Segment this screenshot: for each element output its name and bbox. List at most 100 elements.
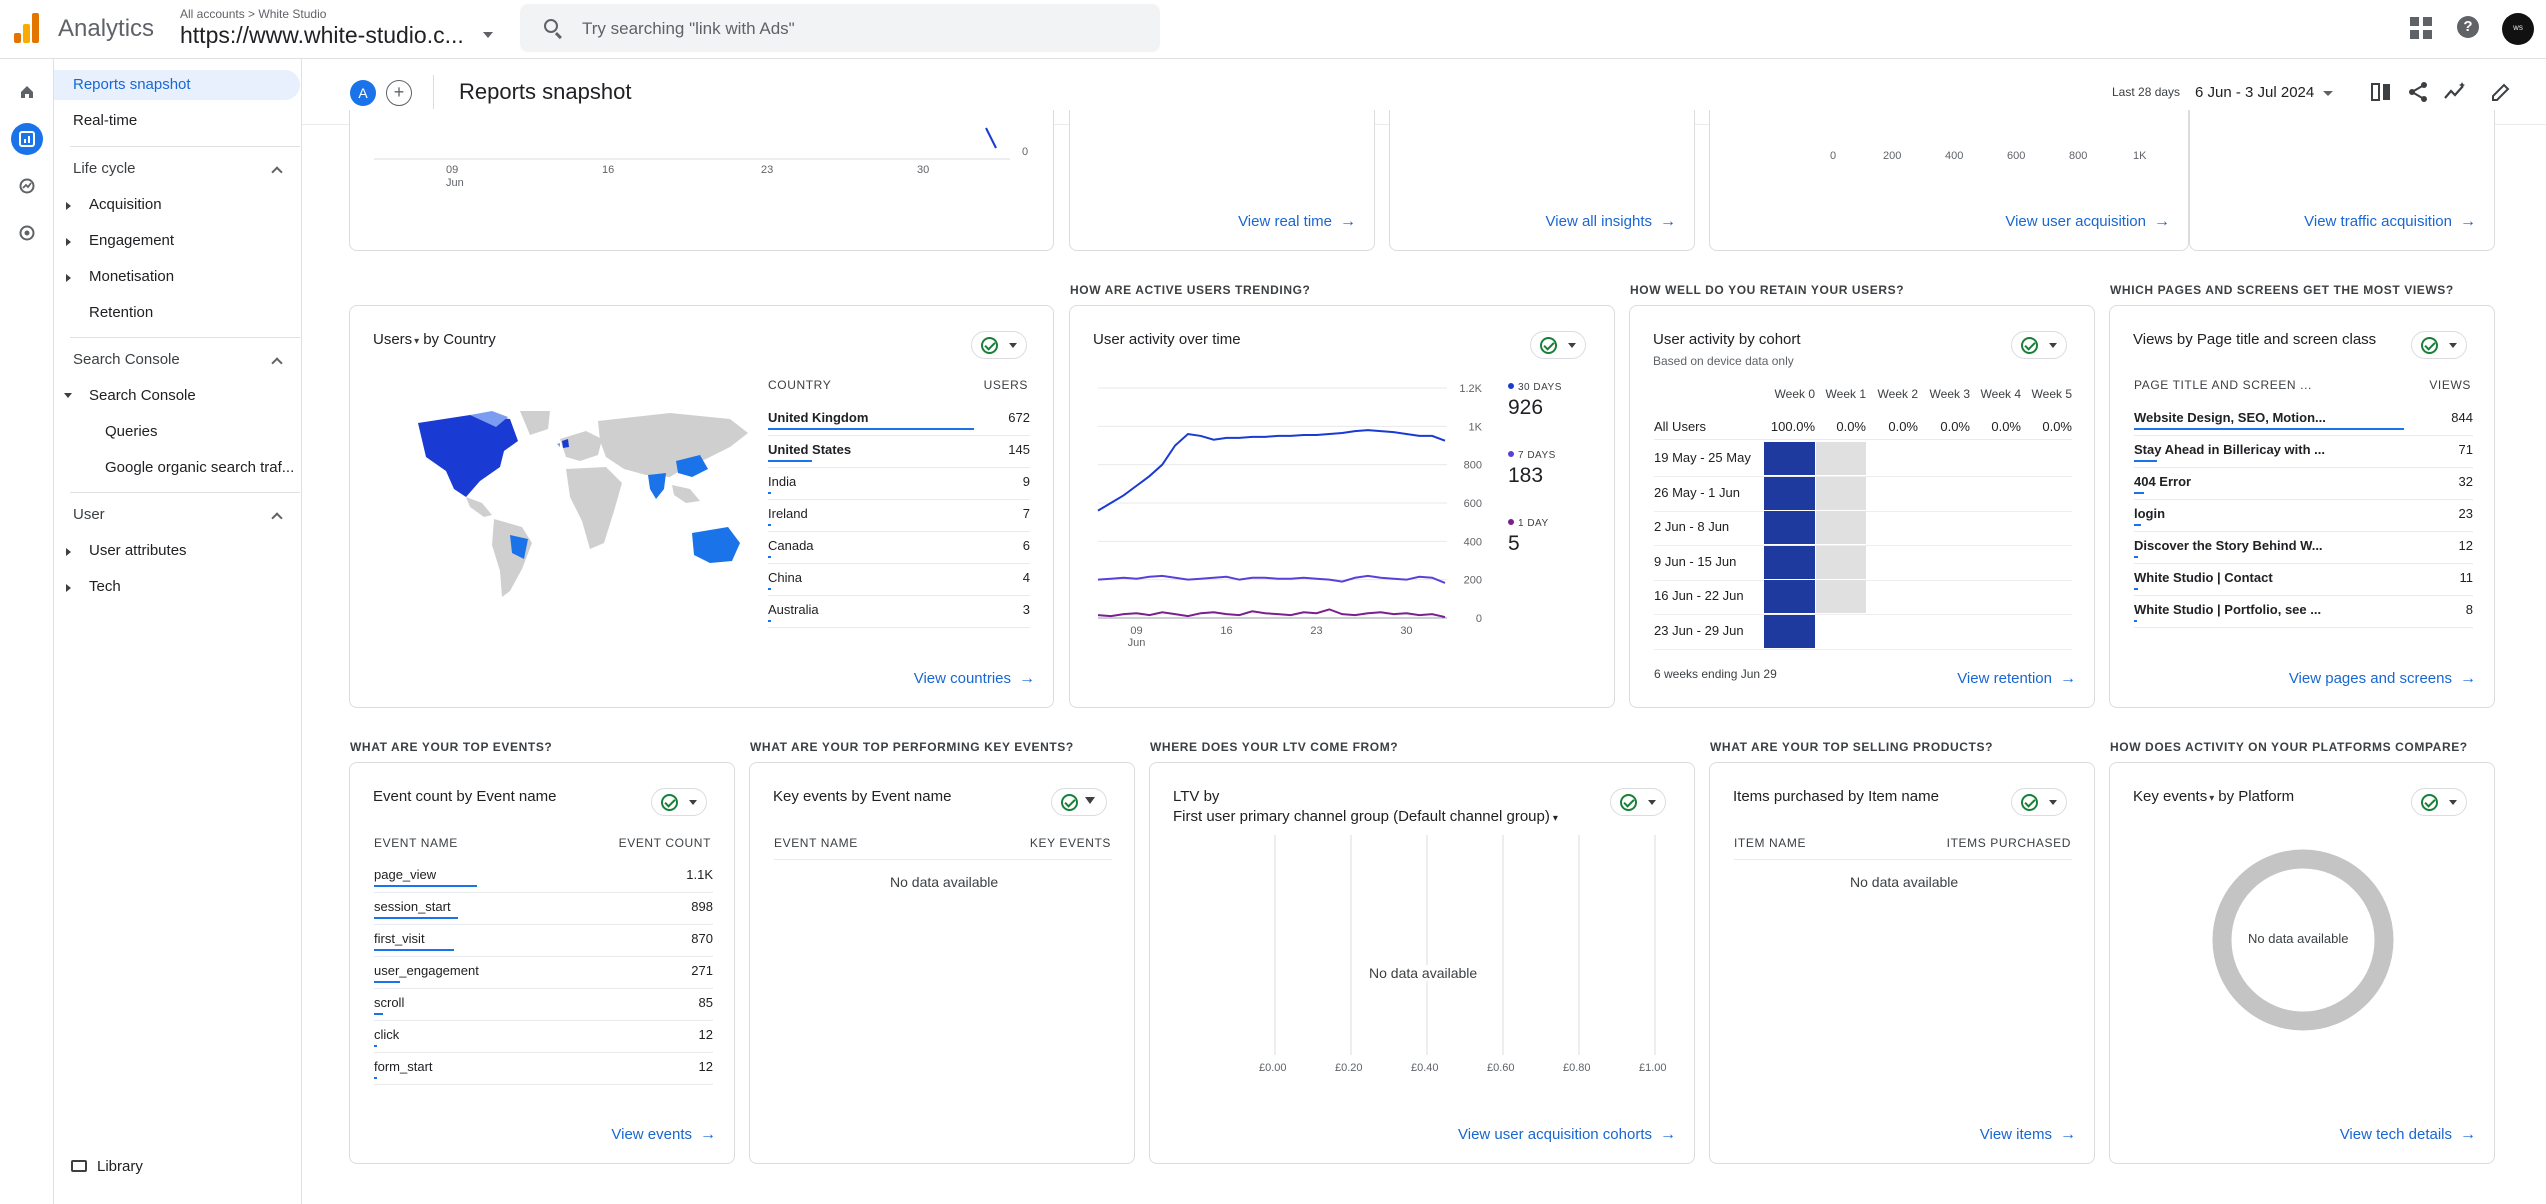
card-options-button[interactable]	[2011, 331, 2067, 359]
card-options-button[interactable]	[2411, 788, 2467, 816]
table-row[interactable]: form_start 12	[374, 1053, 713, 1085]
nav-section-search-console[interactable]: Search Console	[73, 351, 180, 368]
avatar[interactable]: WS	[2502, 13, 2534, 45]
account-property-selector[interactable]: https://www.white-studio.c...	[180, 22, 464, 48]
share-icon[interactable]	[2406, 80, 2430, 104]
view-items-link[interactable]: View items →	[1979, 1126, 2076, 1143]
nav-monetisation[interactable]: Monetisation	[89, 268, 175, 285]
table-row[interactable]: Ireland 7	[768, 500, 1030, 532]
chevron-up-icon[interactable]	[271, 357, 283, 369]
nav-realtime[interactable]: Real-time	[73, 112, 138, 129]
nav-reports-snapshot[interactable]: Reports snapshot	[54, 70, 300, 100]
cohort-cell-week0[interactable]	[1764, 476, 1815, 511]
metric-selector[interactable]: Users	[373, 331, 413, 348]
cohort-cell-week1[interactable]	[1815, 476, 1866, 511]
nav-tech[interactable]: Tech	[89, 578, 121, 595]
nav-queries[interactable]: Queries	[105, 423, 158, 440]
cohort-cell-week1[interactable]	[1815, 442, 1866, 476]
caret-right-icon[interactable]	[66, 202, 71, 210]
view-user-acquisition-link[interactable]: View user acquisition →	[2005, 213, 2170, 230]
explore-icon[interactable]	[11, 170, 43, 202]
table-row[interactable]: United States 145	[768, 436, 1030, 468]
edit-icon[interactable]	[2489, 80, 2513, 104]
caret-right-icon[interactable]	[66, 548, 71, 556]
date-range-picker[interactable]: 6 Jun - 3 Jul 2024	[2195, 84, 2315, 101]
nav-google-organic-search-traffic[interactable]: Google organic search traf...	[105, 459, 295, 476]
cohort-cell-week0[interactable]	[1764, 580, 1815, 614]
view-retention-link[interactable]: View retention →	[1957, 670, 2076, 687]
caret-right-icon[interactable]	[66, 238, 71, 246]
table-row[interactable]: Canada 6	[768, 532, 1030, 564]
cohort-cell-week0[interactable]	[1764, 442, 1815, 476]
nav-section-lifecycle[interactable]: Life cycle	[73, 160, 136, 177]
chevron-down-icon[interactable]	[2323, 91, 2333, 96]
help-icon[interactable]: ?	[2457, 16, 2479, 38]
nav-library[interactable]: Library	[71, 1158, 143, 1175]
cohort-cell-week1[interactable]	[1815, 580, 1866, 614]
cohort-cell-week0[interactable]	[1764, 511, 1815, 545]
card-options-button[interactable]	[1610, 788, 1666, 816]
table-row[interactable]: click 12	[374, 1021, 713, 1053]
caret-right-icon[interactable]	[66, 584, 71, 592]
table-row[interactable]: session_start 898	[374, 893, 713, 925]
search-bar[interactable]: Try searching "link with Ads"	[520, 4, 1160, 52]
table-row[interactable]: Website Design, SEO, Motion... 844	[2134, 404, 2473, 436]
table-row[interactable]: 404 Error 32	[2134, 468, 2473, 500]
analytics-logo[interactable]	[12, 11, 42, 43]
caret-down-icon[interactable]: ▾	[2209, 793, 2215, 804]
metric-selector[interactable]: Key events	[2133, 788, 2208, 805]
view-countries-link[interactable]: View countries →	[913, 670, 1035, 687]
advertising-icon[interactable]	[11, 217, 43, 249]
view-traffic-acquisition-link[interactable]: View traffic acquisition →	[2304, 213, 2476, 230]
table-row[interactable]: page_view 1.1K	[374, 861, 713, 893]
nav-retention[interactable]: Retention	[89, 304, 154, 321]
card-options-button[interactable]	[651, 788, 707, 816]
add-comparison-button[interactable]: +	[386, 80, 412, 106]
card-options-button[interactable]	[1530, 331, 1586, 359]
table-row[interactable]: White Studio | Portfolio, see ... 8	[2134, 596, 2473, 628]
card-options-button[interactable]	[1051, 788, 1107, 816]
account-breadcrumb[interactable]: All accounts > White Studio	[180, 7, 327, 21]
chevron-down-icon[interactable]	[483, 32, 493, 38]
date-range-label[interactable]: Last 28 days	[2112, 85, 2181, 99]
card-options-button[interactable]	[2411, 331, 2467, 359]
card-options-button[interactable]	[2011, 788, 2067, 816]
cohort-cell-week0[interactable]	[1764, 545, 1815, 580]
nav-acquisition[interactable]: Acquisition	[89, 196, 162, 213]
table-row[interactable]: Discover the Story Behind W... 12	[2134, 532, 2473, 564]
view-tech-details-link[interactable]: View tech details →	[2339, 1126, 2476, 1143]
reports-icon[interactable]	[11, 123, 43, 155]
search-input[interactable]: Try searching "link with Ads"	[582, 19, 795, 38]
table-row[interactable]: India 9	[768, 468, 1030, 500]
table-row[interactable]: user_engagement 271	[374, 957, 713, 989]
insights-icon[interactable]	[2443, 80, 2467, 104]
view-user-acquisition-cohorts-link[interactable]: View user acquisition cohorts →	[1458, 1126, 1676, 1143]
dimension-selector[interactable]: First user primary channel group (Defaul…	[1173, 808, 1558, 825]
nav-engagement[interactable]: Engagement	[89, 232, 175, 249]
chevron-up-icon[interactable]	[271, 512, 283, 524]
chevron-up-icon[interactable]	[271, 166, 283, 178]
table-row[interactable]: scroll 85	[374, 989, 713, 1021]
apps-grid-icon[interactable]	[2410, 17, 2432, 39]
nav-user-attributes[interactable]: User attributes	[89, 542, 187, 559]
nav-section-user[interactable]: User	[73, 506, 105, 523]
cohort-cell-week0[interactable]	[1764, 614, 1815, 649]
table-row[interactable]: Australia 3	[768, 596, 1030, 628]
table-row[interactable]: United Kingdom 672	[768, 404, 1030, 436]
cohort-cell-week1[interactable]	[1815, 511, 1866, 545]
view-events-link[interactable]: View events →	[611, 1126, 716, 1143]
table-row[interactable]: login 23	[2134, 500, 2473, 532]
nav-search-console[interactable]: Search Console	[89, 387, 196, 404]
table-row[interactable]: White Studio | Contact 11	[2134, 564, 2473, 596]
home-icon[interactable]	[11, 76, 43, 108]
view-all-insights-link[interactable]: View all insights →	[1545, 213, 1676, 230]
cohort-cell-week1[interactable]	[1815, 545, 1866, 580]
caret-down-icon[interactable]: ▾	[414, 336, 420, 347]
view-pages-link[interactable]: View pages and screens →	[2288, 670, 2476, 687]
comparison-chip[interactable]: A	[350, 80, 376, 106]
view-real-time-link[interactable]: View real time →	[1238, 213, 1356, 230]
card-options-button[interactable]	[971, 331, 1027, 359]
caret-right-icon[interactable]	[66, 274, 71, 282]
table-row[interactable]: Stay Ahead in Billericay with ... 71	[2134, 436, 2473, 468]
table-row[interactable]: China 4	[768, 564, 1030, 596]
